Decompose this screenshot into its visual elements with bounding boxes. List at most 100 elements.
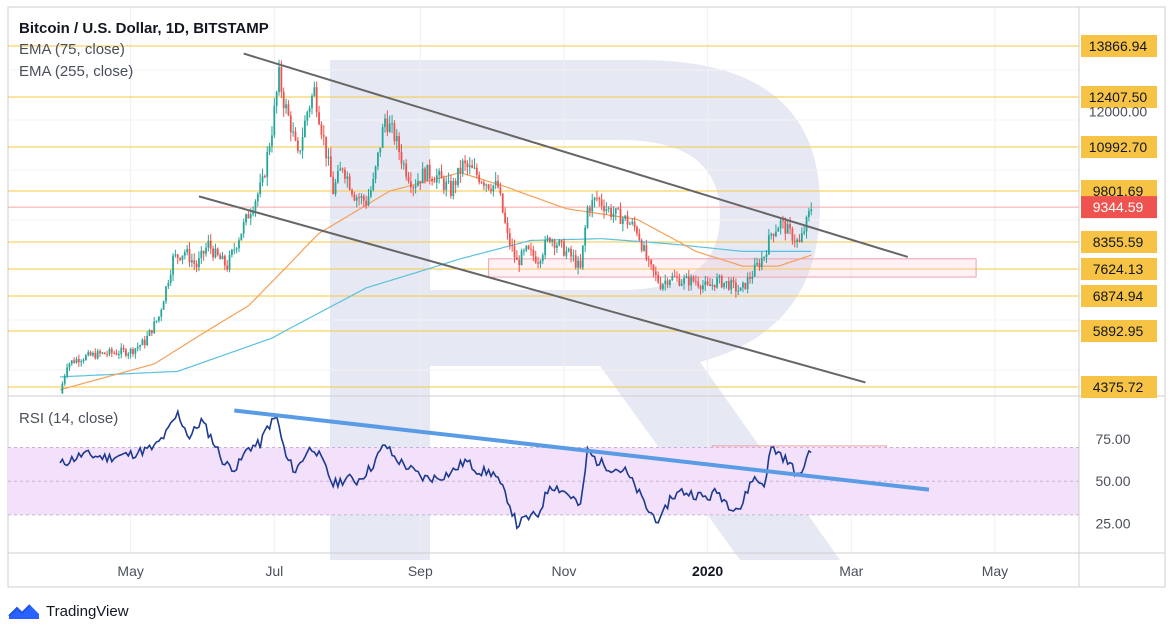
candle-body bbox=[669, 280, 671, 285]
candle-body bbox=[647, 259, 650, 261]
candle-body bbox=[518, 259, 521, 266]
ema75-line bbox=[59, 171, 812, 391]
price-level-tag bbox=[1081, 376, 1157, 398]
candle-body bbox=[61, 383, 64, 394]
candle-body bbox=[661, 284, 664, 289]
candle-body bbox=[374, 166, 377, 180]
candle-body bbox=[169, 274, 172, 283]
candle-body bbox=[268, 146, 271, 152]
candle-body bbox=[339, 168, 342, 171]
price-level-label: 4375.72 bbox=[1093, 379, 1144, 395]
candle-body bbox=[165, 286, 167, 302]
candle-body bbox=[106, 354, 108, 356]
tradingview-logo-icon bbox=[8, 604, 39, 619]
candle-body bbox=[372, 179, 375, 190]
candle-body bbox=[278, 66, 280, 93]
candle-body bbox=[676, 276, 678, 278]
tradingview-brand[interactable]: TradingView bbox=[8, 600, 129, 622]
candle-body bbox=[506, 222, 509, 234]
candle-body bbox=[765, 254, 768, 257]
candle-body bbox=[588, 207, 591, 212]
candle-body bbox=[110, 349, 113, 353]
candle-body bbox=[327, 156, 330, 159]
candle-body bbox=[713, 284, 716, 288]
price-level-tag bbox=[1081, 35, 1157, 57]
candle-body bbox=[259, 182, 262, 195]
candle-body bbox=[539, 261, 542, 264]
candle-body bbox=[544, 240, 547, 256]
x-tick-label: May bbox=[982, 563, 1008, 579]
candle-body bbox=[709, 284, 711, 286]
candle-body bbox=[523, 250, 525, 252]
candle-body bbox=[329, 156, 332, 177]
candle-body bbox=[751, 276, 754, 279]
candle-body bbox=[301, 137, 304, 151]
brand-name: TradingView bbox=[46, 602, 129, 620]
price-level-label: 13866.94 bbox=[1089, 38, 1148, 54]
candle-body bbox=[395, 136, 398, 142]
candle-body bbox=[92, 352, 94, 356]
candle-body bbox=[296, 140, 299, 151]
candle-body bbox=[68, 363, 71, 368]
candle-body bbox=[108, 349, 111, 355]
x-tick-label: Jul bbox=[265, 563, 283, 579]
candle-body bbox=[412, 187, 415, 189]
price-level-label: 12407.50 bbox=[1089, 89, 1148, 105]
candle-body bbox=[515, 257, 518, 260]
watermark-logo bbox=[330, 60, 840, 560]
candle-body bbox=[685, 276, 688, 278]
last-price-label: 9344.59 bbox=[1093, 199, 1144, 215]
candle-body bbox=[360, 196, 363, 199]
rsi-axis-tick: 50.00 bbox=[1095, 473, 1130, 489]
candle-body bbox=[702, 285, 704, 290]
candle-body bbox=[619, 208, 622, 224]
price-level-tag bbox=[1081, 285, 1157, 307]
candle-body bbox=[315, 87, 318, 113]
candle-body bbox=[414, 185, 417, 188]
candle-body bbox=[737, 290, 740, 292]
candle-body bbox=[242, 222, 245, 234]
candle-body bbox=[692, 276, 695, 282]
candle-body bbox=[487, 184, 490, 190]
candle-body bbox=[393, 123, 396, 142]
candle-body bbox=[690, 276, 693, 286]
candle-body bbox=[153, 321, 156, 334]
candle-body bbox=[155, 320, 158, 322]
candle-body bbox=[461, 160, 464, 174]
candle-body bbox=[565, 251, 568, 256]
rsi-axis-tick: 75.00 bbox=[1095, 431, 1130, 447]
price-level-label: 8355.59 bbox=[1093, 234, 1144, 250]
candle-body bbox=[626, 215, 629, 225]
candle-body bbox=[294, 131, 297, 141]
candle-body bbox=[749, 277, 751, 279]
candle-body bbox=[732, 280, 735, 283]
candle-body bbox=[136, 346, 139, 349]
candle-body bbox=[275, 92, 278, 106]
candle-body bbox=[353, 194, 356, 201]
candle-body bbox=[772, 233, 775, 237]
candle-body bbox=[760, 258, 763, 268]
chart-title: Bitcoin / U.S. Dollar, 1D, BITSTAMP bbox=[19, 20, 269, 37]
candle-body bbox=[553, 240, 556, 249]
candle-body bbox=[645, 245, 648, 260]
candle-body bbox=[624, 215, 627, 219]
candle-body bbox=[409, 181, 412, 188]
channel-lower-line bbox=[198, 195, 866, 384]
candle-body bbox=[508, 233, 511, 246]
candle-body bbox=[245, 214, 247, 223]
candle-body bbox=[629, 223, 631, 225]
candle-body bbox=[134, 348, 137, 354]
indicator-rsi[interactable]: RSI (14, close) bbox=[19, 410, 118, 427]
candle-body bbox=[325, 136, 328, 159]
candle-body bbox=[723, 282, 726, 288]
candle-body bbox=[673, 275, 676, 277]
candle-body bbox=[494, 180, 497, 186]
candle-body bbox=[320, 124, 323, 135]
indicator-ema75[interactable]: EMA (75, close) bbox=[19, 41, 125, 58]
candle-body bbox=[546, 237, 549, 241]
candle-body bbox=[285, 104, 287, 109]
candle-body bbox=[499, 187, 502, 194]
candle-body bbox=[725, 281, 728, 283]
candle-body bbox=[183, 252, 186, 256]
indicator-ema255[interactable]: EMA (255, close) bbox=[19, 63, 133, 80]
